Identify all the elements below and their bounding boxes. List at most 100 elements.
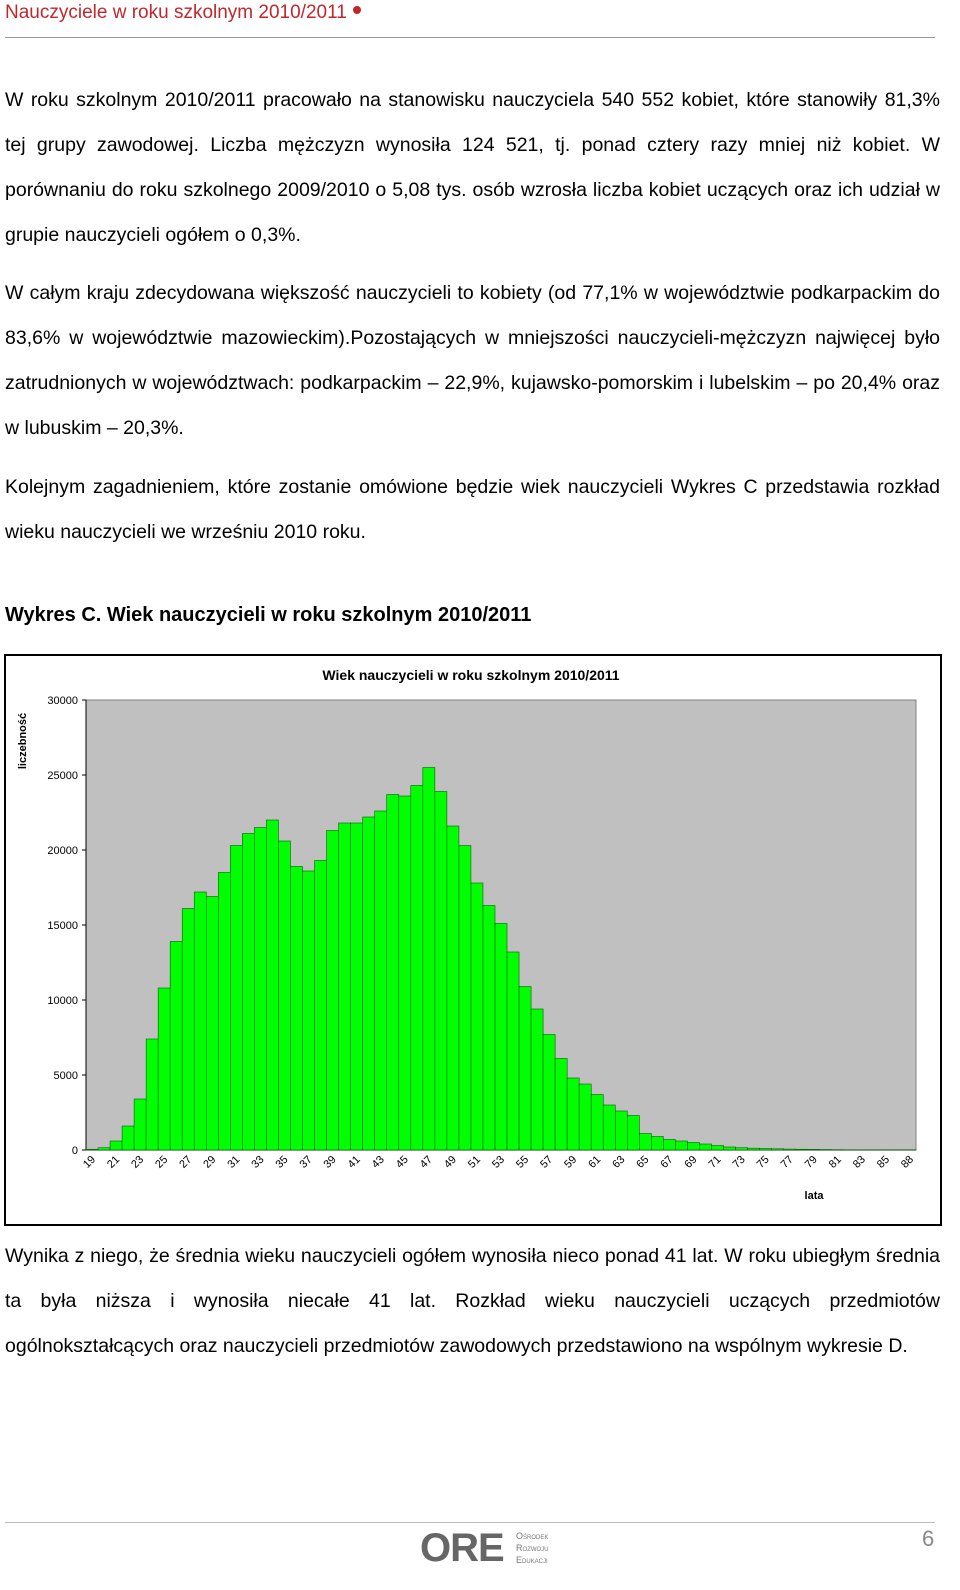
bar — [302, 870, 315, 1151]
x-tick-label: 29 — [201, 1154, 218, 1171]
bar — [627, 1115, 640, 1151]
bar — [230, 845, 243, 1151]
x-tick-label: 77 — [779, 1154, 796, 1171]
x-tick-label: 88 — [899, 1154, 916, 1171]
x-tick-label: 83 — [851, 1154, 868, 1171]
bar — [542, 1034, 556, 1151]
logo-line: Edukacji — [516, 1555, 548, 1565]
figure-caption: Wykres C. Wiek nauczycieli w roku szkoln… — [5, 604, 532, 626]
bar — [410, 785, 424, 1151]
bar — [326, 830, 339, 1151]
x-tick-label: 25 — [153, 1154, 170, 1171]
bar — [254, 827, 267, 1151]
logo-line: Rozwoju — [516, 1543, 549, 1553]
y-tick-label: 0 — [72, 1145, 78, 1157]
bar — [169, 941, 183, 1151]
x-tick-label: 19 — [81, 1154, 98, 1171]
x-tick-label: 65 — [634, 1154, 651, 1171]
bar — [771, 1148, 784, 1151]
bar — [205, 896, 219, 1151]
y-tick-label: 20000 — [47, 845, 78, 857]
bar — [314, 860, 327, 1151]
x-tick-label: 63 — [610, 1154, 627, 1171]
bar — [266, 819, 279, 1151]
bar — [458, 845, 472, 1151]
bar — [97, 1147, 111, 1151]
bar — [614, 1110, 628, 1151]
bar — [181, 908, 195, 1151]
x-tick-label: 55 — [514, 1154, 531, 1171]
x-tick-label: 31 — [225, 1154, 242, 1171]
bar — [218, 872, 231, 1151]
y-tick-label: 30000 — [47, 695, 78, 707]
bar — [807, 1149, 821, 1151]
paragraph: Kolejnym zagadnieniem, które zostanie om… — [5, 476, 940, 543]
x-tick-label: 61 — [586, 1154, 603, 1171]
bar — [350, 822, 363, 1151]
header-rule — [5, 37, 935, 38]
bar — [446, 825, 460, 1151]
y-axis-label: liczebność — [17, 713, 29, 769]
bar — [566, 1077, 580, 1151]
bar — [398, 795, 412, 1151]
paragraph: Wynika z niego, że średnia wieku nauczyc… — [5, 1245, 940, 1357]
bar — [699, 1143, 712, 1151]
bar — [278, 840, 291, 1151]
bar — [109, 1140, 123, 1151]
x-tick-label: 85 — [875, 1154, 892, 1171]
bar — [687, 1142, 700, 1151]
bar — [602, 1104, 616, 1151]
x-tick-label: 69 — [682, 1154, 699, 1171]
bar — [242, 833, 255, 1151]
bar — [374, 810, 388, 1151]
x-tick-label: 57 — [538, 1154, 555, 1171]
chart-title: Wiek nauczycieli w roku szkolnym 2010/20… — [322, 667, 619, 683]
bar — [675, 1140, 688, 1151]
bar — [554, 1058, 568, 1151]
bar — [711, 1145, 724, 1151]
bar — [795, 1148, 809, 1151]
bar — [747, 1147, 760, 1151]
bar — [494, 923, 508, 1151]
x-tick-label: 51 — [466, 1154, 483, 1171]
y-tick-label: 25000 — [47, 770, 78, 782]
bar — [663, 1139, 676, 1151]
x-tick-label: 43 — [370, 1154, 387, 1171]
x-tick-label: 41 — [346, 1154, 363, 1171]
header-dot — [352, 6, 361, 14]
bar — [651, 1136, 664, 1151]
bar — [290, 866, 303, 1151]
bar — [145, 1038, 159, 1151]
bar — [506, 951, 520, 1151]
footer-logo: ORE — [420, 1526, 505, 1570]
bar — [735, 1147, 748, 1151]
x-tick-label: 33 — [249, 1154, 266, 1171]
paragraph: W całym kraju zdecydowana większość nauc… — [5, 282, 940, 439]
bar — [723, 1146, 736, 1151]
x-tick-label: 53 — [490, 1154, 507, 1171]
bar — [157, 987, 171, 1151]
footer-rule — [5, 1522, 935, 1523]
bar — [470, 882, 484, 1151]
x-tick-label: 47 — [418, 1154, 435, 1171]
x-tick-label: 67 — [658, 1154, 675, 1171]
page-number: 6 — [922, 1526, 935, 1551]
x-tick-label: 59 — [562, 1154, 579, 1171]
x-tick-label: 39 — [322, 1154, 339, 1171]
bar — [518, 986, 532, 1151]
x-tick-label: 37 — [298, 1154, 315, 1171]
x-tick-label: 49 — [442, 1154, 459, 1171]
x-axis-label: lata — [805, 1190, 825, 1202]
bar — [639, 1133, 652, 1151]
header-title: Nauczyciele w roku szkolnym 2010/2011 — [5, 2, 347, 23]
x-tick-label: 45 — [394, 1154, 411, 1171]
bar — [422, 767, 436, 1151]
x-tick-label: 27 — [177, 1154, 194, 1171]
chart: Wiek nauczycieli w roku szkolnym 2010/20… — [17, 667, 917, 1202]
x-tick-label: 75 — [755, 1154, 772, 1171]
logo-line: Ośrodek — [516, 1531, 549, 1541]
y-tick-label: 10000 — [47, 995, 78, 1007]
bar — [338, 822, 351, 1151]
